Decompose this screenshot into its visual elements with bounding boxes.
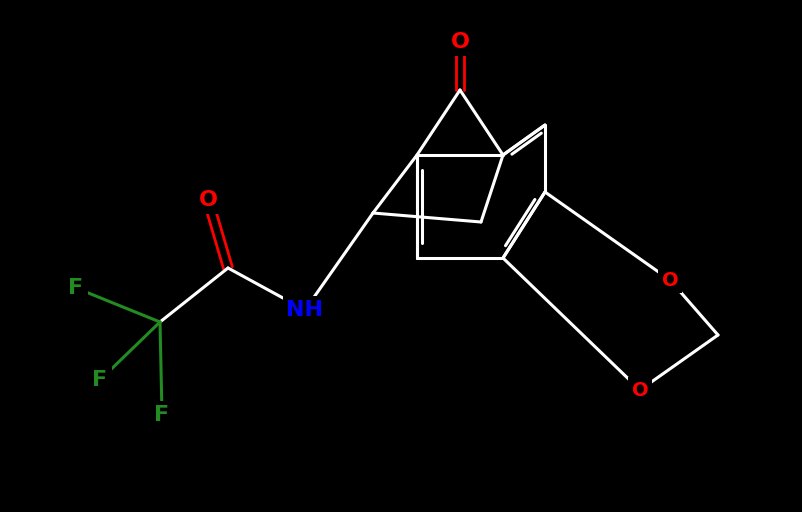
Text: O: O xyxy=(199,190,217,210)
Text: F: F xyxy=(92,370,107,390)
Text: O: O xyxy=(662,270,678,289)
Text: NH: NH xyxy=(286,300,323,320)
Text: O: O xyxy=(632,380,648,399)
Text: O: O xyxy=(451,32,469,52)
Text: F: F xyxy=(155,405,169,425)
Text: F: F xyxy=(68,278,83,298)
